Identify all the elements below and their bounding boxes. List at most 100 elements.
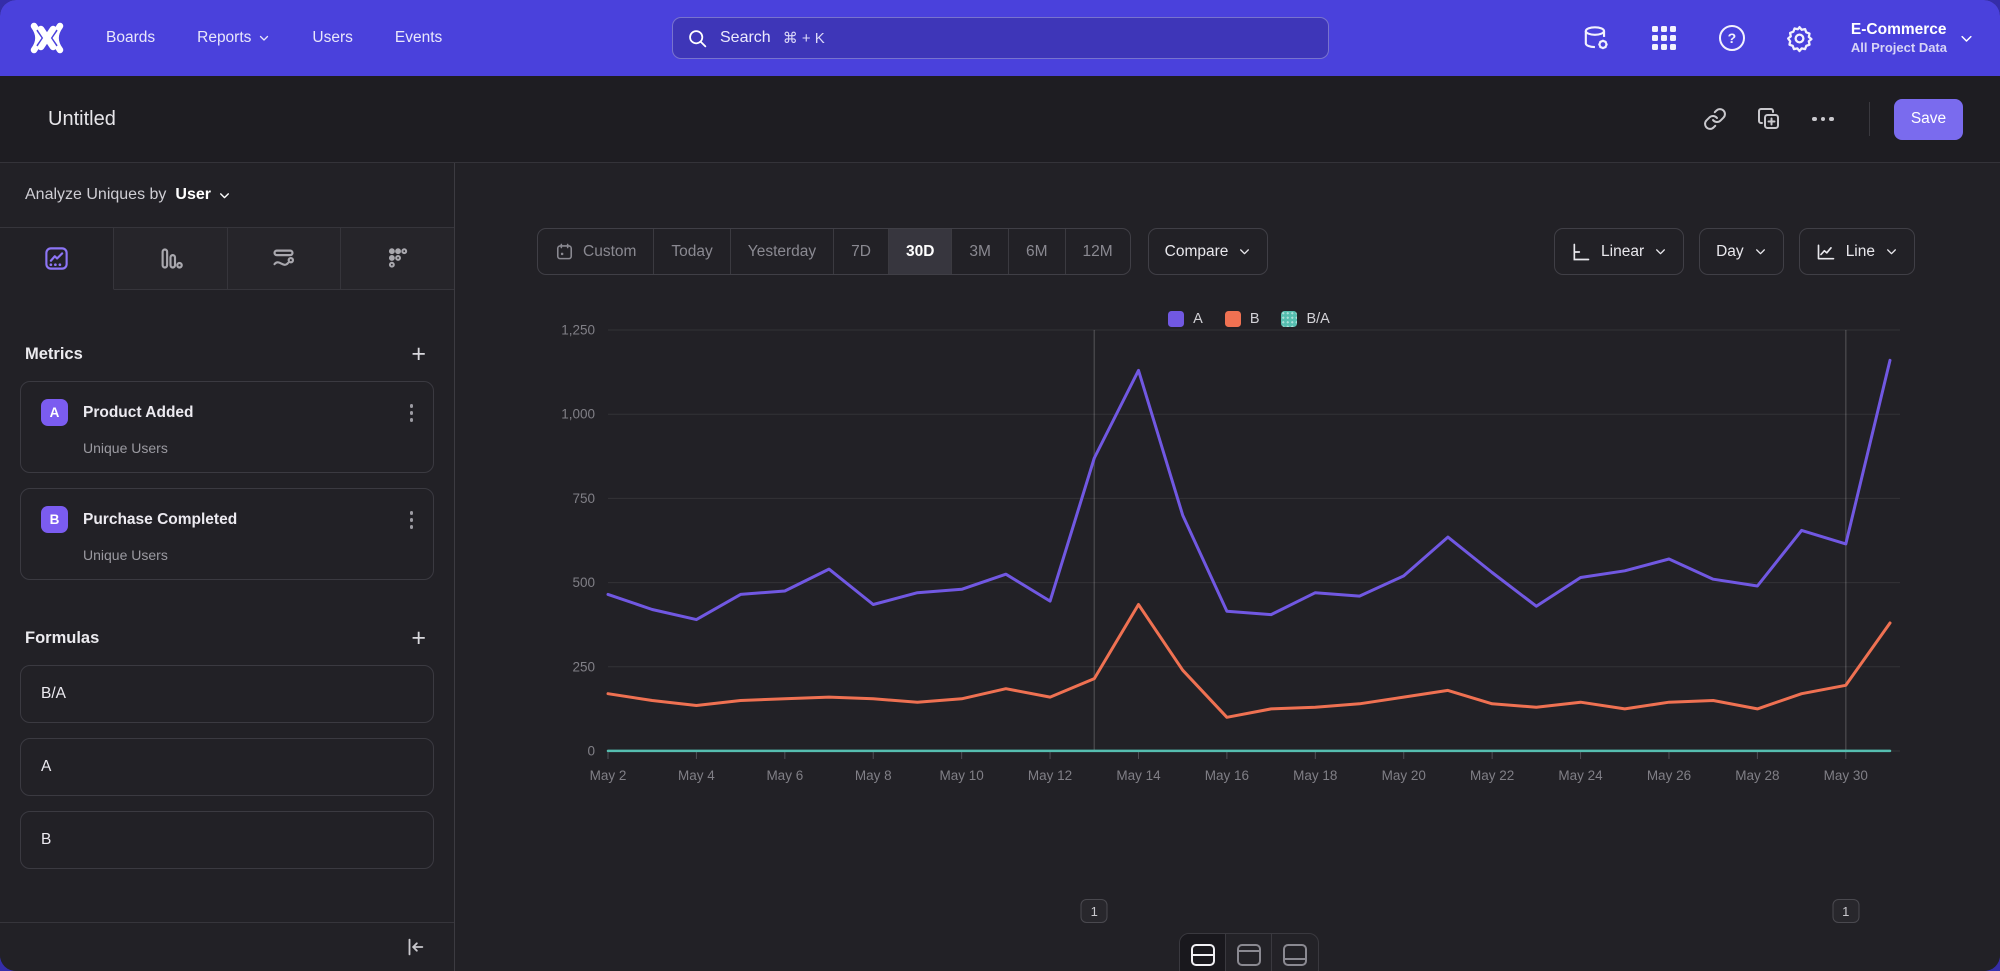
retention-dots-icon bbox=[389, 248, 408, 268]
svg-text:May 18: May 18 bbox=[1293, 768, 1337, 783]
settings-gear-icon[interactable] bbox=[1783, 21, 1817, 55]
range-30d[interactable]: 30D bbox=[888, 229, 953, 274]
range-6m[interactable]: 6M bbox=[1009, 229, 1066, 274]
nav-item-reports[interactable]: Reports bbox=[183, 19, 284, 57]
search-placeholder: Search bbox=[720, 29, 771, 46]
legend-item-b-a[interactable]: B/A bbox=[1281, 311, 1330, 327]
legend-item-b[interactable]: B bbox=[1224, 311, 1259, 327]
nav-item-users[interactable]: Users bbox=[312, 29, 353, 46]
formulas-header: Formulas + bbox=[0, 626, 454, 651]
nav-item-boards[interactable]: Boards bbox=[106, 29, 156, 46]
metric-card-a[interactable]: A Product Added Unique Users bbox=[20, 381, 434, 473]
range-3m[interactable]: 3M bbox=[952, 229, 1009, 274]
range-yesterday[interactable]: Yesterday bbox=[731, 229, 835, 274]
metric-aggregation[interactable]: Unique Users bbox=[83, 547, 168, 563]
svg-text:1,250: 1,250 bbox=[561, 323, 595, 338]
range-7d[interactable]: 7D bbox=[834, 229, 889, 274]
svg-text:May 2: May 2 bbox=[590, 768, 627, 783]
metric-letter-badge: B bbox=[41, 506, 68, 533]
add-metric-button[interactable]: + bbox=[411, 340, 426, 368]
duplicate-icon[interactable] bbox=[1747, 97, 1791, 141]
linear-axis-icon bbox=[1573, 243, 1590, 260]
svg-text:500: 500 bbox=[572, 575, 595, 590]
annotation-marker[interactable]: 1 bbox=[1832, 899, 1860, 923]
metrics-title: Metrics bbox=[25, 345, 83, 363]
metric-letter-badge: A bbox=[41, 399, 68, 426]
line-chart-icon bbox=[1817, 244, 1835, 259]
split-view-icon bbox=[1190, 944, 1215, 966]
svg-text:May 16: May 16 bbox=[1205, 768, 1249, 783]
chevron-down-icon bbox=[1240, 249, 1250, 255]
metrics-header: Metrics + bbox=[0, 342, 454, 367]
metric-name: Product Added bbox=[83, 403, 194, 421]
more-options-icon[interactable] bbox=[1801, 97, 1845, 141]
share-link-icon[interactable] bbox=[1693, 97, 1737, 141]
analyze-by-selector[interactable]: User bbox=[175, 186, 231, 204]
top-nav: Boards Reports Users Events Search ⌘ + K ? bbox=[0, 0, 2000, 76]
analyze-row: Analyze Uniques by User bbox=[0, 163, 454, 228]
metric-aggregation[interactable]: Unique Users bbox=[83, 440, 168, 456]
search-input[interactable]: Search ⌘ + K bbox=[672, 17, 1329, 59]
tab-retention[interactable] bbox=[341, 228, 454, 290]
nav-items: Boards Reports Users Events bbox=[92, 19, 456, 57]
tab-bar-chart[interactable] bbox=[113, 228, 228, 290]
chart-area: Custom Today Yesterday 7D 30D 3M 6M 12M Compare… bbox=[455, 163, 2000, 971]
annotation-marker[interactable]: 1 bbox=[1080, 899, 1108, 923]
legend-swatch bbox=[1168, 311, 1185, 327]
svg-text:May 24: May 24 bbox=[1558, 768, 1603, 783]
project-selector[interactable]: E-Commerce All Project Data bbox=[1851, 20, 1974, 56]
svg-text:May 26: May 26 bbox=[1647, 768, 1691, 783]
metric-card-b[interactable]: B Purchase Completed Unique Users bbox=[20, 488, 434, 580]
svg-text:May 22: May 22 bbox=[1470, 768, 1514, 783]
project-scope: All Project Data bbox=[1850, 39, 1947, 55]
chevron-down-icon bbox=[1656, 249, 1666, 255]
line-chart[interactable]: 0 250 500 750 1,000 1,250 May 2 May 4 May 6 May 8… bbox=[455, 163, 2000, 971]
layout-chart-only-button[interactable] bbox=[1226, 934, 1272, 971]
flow-icon bbox=[273, 249, 295, 266]
svg-text:May 12: May 12 bbox=[1028, 768, 1072, 783]
chart-type-button[interactable]: Line bbox=[1798, 228, 1915, 275]
data-management-icon[interactable] bbox=[1579, 21, 1613, 55]
report-title[interactable]: Untitled bbox=[48, 107, 116, 130]
chevron-down-icon bbox=[220, 192, 229, 198]
help-icon[interactable]: ? bbox=[1715, 21, 1749, 55]
svg-text:May 20: May 20 bbox=[1382, 768, 1426, 783]
mixpanel-logo-icon[interactable] bbox=[30, 22, 64, 54]
formula-expression: B/A bbox=[41, 685, 66, 702]
add-formula-button[interactable]: + bbox=[411, 624, 426, 652]
formula-card-a[interactable]: A bbox=[20, 738, 434, 796]
view-layout-toggle bbox=[1179, 933, 1319, 971]
range-custom[interactable]: Custom bbox=[538, 229, 655, 274]
search-shortcut: ⌘ + K bbox=[782, 30, 825, 47]
tab-insights-line[interactable] bbox=[0, 228, 114, 290]
collapse-sidebar-icon[interactable] bbox=[404, 936, 426, 958]
granularity-button[interactable]: Day bbox=[1699, 228, 1784, 275]
scale-button[interactable]: Linear bbox=[1554, 228, 1685, 275]
calendar-icon bbox=[556, 243, 573, 260]
chart-controls: Custom Today Yesterday 7D 30D 3M 6M 12M Compare… bbox=[455, 228, 2000, 275]
tab-flow[interactable] bbox=[227, 228, 342, 290]
svg-text:1,000: 1,000 bbox=[561, 407, 595, 422]
compare-button[interactable]: Compare bbox=[1147, 228, 1269, 275]
metric-options-icon[interactable] bbox=[406, 507, 418, 533]
layout-table-only-button[interactable] bbox=[1272, 934, 1318, 971]
formulas-title: Formulas bbox=[25, 629, 100, 647]
formula-card-b[interactable]: B bbox=[20, 811, 434, 869]
chart-view-icon bbox=[1236, 944, 1261, 966]
save-button[interactable]: Save bbox=[1894, 98, 1963, 140]
project-name: E-Commerce bbox=[1850, 21, 1947, 39]
apps-grid-icon[interactable] bbox=[1647, 21, 1681, 55]
svg-text:May 10: May 10 bbox=[940, 768, 984, 783]
range-today[interactable]: Today bbox=[654, 229, 731, 274]
formula-card-b-a[interactable]: B/A bbox=[20, 665, 434, 723]
layout-split-view-button[interactable] bbox=[1180, 934, 1226, 971]
legend-swatch bbox=[1224, 311, 1241, 327]
svg-text:750: 750 bbox=[572, 491, 595, 506]
legend-item-a[interactable]: A bbox=[1168, 311, 1203, 327]
svg-text:May 6: May 6 bbox=[766, 768, 803, 783]
metric-options-icon[interactable] bbox=[406, 400, 418, 426]
range-12m[interactable]: 12M bbox=[1082, 242, 1113, 260]
nav-item-events[interactable]: Events bbox=[394, 29, 443, 46]
query-sidebar: Analyze Uniques by User bbox=[0, 163, 455, 971]
